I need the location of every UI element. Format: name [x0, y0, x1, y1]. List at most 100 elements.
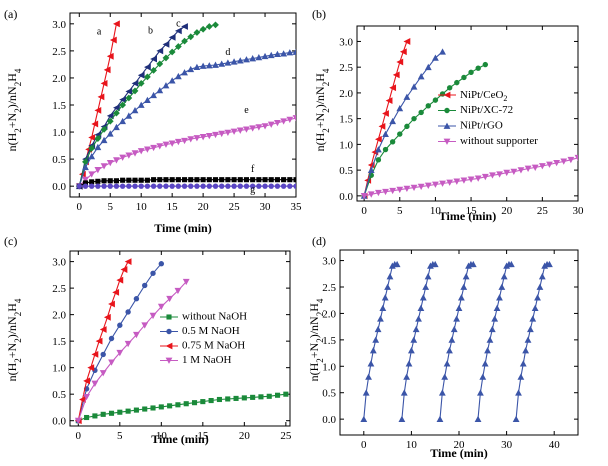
y-tick-label: 0.0: [339, 191, 353, 203]
data-point: [144, 177, 150, 183]
y-tick-label: 0.0: [52, 416, 66, 428]
series-line: [477, 263, 512, 420]
series-without NaOH: [75, 391, 289, 424]
data-point: [280, 118, 288, 125]
data-point: [107, 183, 113, 189]
data-point: [88, 144, 96, 152]
x-tick-label: 25: [280, 430, 292, 442]
data-point: [417, 183, 425, 190]
series-line: [515, 263, 550, 420]
data-point: [174, 27, 182, 35]
panel-label: (a): [4, 7, 17, 21]
data-point: [137, 101, 145, 108]
series-cycle 2: [398, 260, 439, 423]
data-point: [163, 177, 169, 183]
data-point: [393, 260, 401, 268]
x-tick-label: 25: [537, 205, 549, 217]
y-tick-label: 0.0: [52, 181, 66, 193]
data-point: [205, 62, 213, 69]
data-point: [200, 399, 206, 405]
data-point: [82, 163, 89, 171]
data-point: [389, 117, 397, 125]
data-point: [175, 183, 182, 189]
data-point: [157, 303, 165, 311]
data-point: [181, 69, 188, 76]
x-tick-label: 30: [573, 205, 585, 217]
data-point: [193, 29, 201, 36]
data-point: [241, 395, 247, 401]
data-point: [143, 146, 151, 153]
data-point: [267, 51, 275, 59]
plot-area: [360, 260, 553, 423]
data-point: [436, 415, 444, 423]
x-tick-label: 0: [361, 439, 367, 451]
data-point: [283, 391, 289, 397]
data-point: [255, 124, 263, 131]
data-point: [158, 261, 165, 267]
x-tick-label: 15: [197, 430, 209, 442]
data-point: [101, 178, 107, 184]
data-point: [377, 315, 384, 322]
data-point: [517, 373, 525, 380]
data-point: [455, 304, 463, 312]
data-point: [181, 137, 188, 145]
data-point: [531, 304, 539, 312]
y-tick-label: 1.0: [52, 127, 66, 139]
series-e: [75, 115, 296, 190]
data-point: [193, 63, 201, 71]
data-point: [199, 134, 207, 141]
data-point: [410, 336, 418, 343]
series-f: [76, 177, 296, 189]
x-tick-label: 10: [406, 439, 418, 451]
data-point: [538, 273, 546, 280]
data-point: [262, 183, 268, 189]
legend-label: without supporter: [460, 135, 538, 147]
data-point: [91, 380, 99, 387]
data-point: [133, 331, 140, 339]
data-point: [236, 57, 244, 64]
data-point: [489, 172, 496, 179]
y-tick-label: 1.5: [52, 336, 66, 348]
data-point: [233, 395, 239, 401]
data-point: [231, 177, 237, 183]
data-point: [133, 296, 140, 302]
legend-label: 0.75 M NaOH: [182, 340, 245, 352]
data-point: [113, 178, 119, 184]
data-point: [138, 177, 144, 183]
y-tick-label: 2.0: [52, 73, 66, 85]
data-point: [187, 65, 195, 73]
data-point: [106, 130, 114, 137]
data-point: [411, 115, 417, 122]
data-point: [450, 325, 458, 333]
data-point: [108, 335, 115, 342]
data-point: [496, 294, 503, 301]
data-point: [150, 55, 157, 63]
series-cycle 1: [360, 260, 401, 423]
data-point: [113, 183, 120, 189]
series-label: g: [250, 185, 255, 196]
data-point: [250, 394, 256, 400]
data-point: [415, 315, 422, 322]
data-point: [137, 148, 145, 155]
data-point: [524, 165, 532, 172]
data-point: [212, 183, 219, 189]
series-cycle 3: [436, 260, 477, 423]
data-point: [400, 389, 408, 396]
data-point: [536, 283, 544, 290]
y-tick-label: 2.5: [52, 283, 66, 295]
data-point: [168, 140, 176, 147]
data-point: [453, 178, 461, 185]
data-point: [116, 349, 124, 357]
data-point: [461, 74, 467, 81]
y-tick-label: 3.0: [339, 36, 353, 48]
y-tick-label: 1.5: [52, 100, 66, 112]
data-point: [125, 88, 133, 95]
data-point: [379, 304, 387, 312]
x-tick-label: 40: [549, 439, 561, 451]
data-point: [453, 315, 461, 322]
y-tick-label: 2.5: [322, 282, 336, 294]
data-point: [439, 48, 446, 55]
data-point: [109, 36, 117, 44]
data-point: [567, 156, 575, 164]
data-point: [417, 304, 425, 312]
